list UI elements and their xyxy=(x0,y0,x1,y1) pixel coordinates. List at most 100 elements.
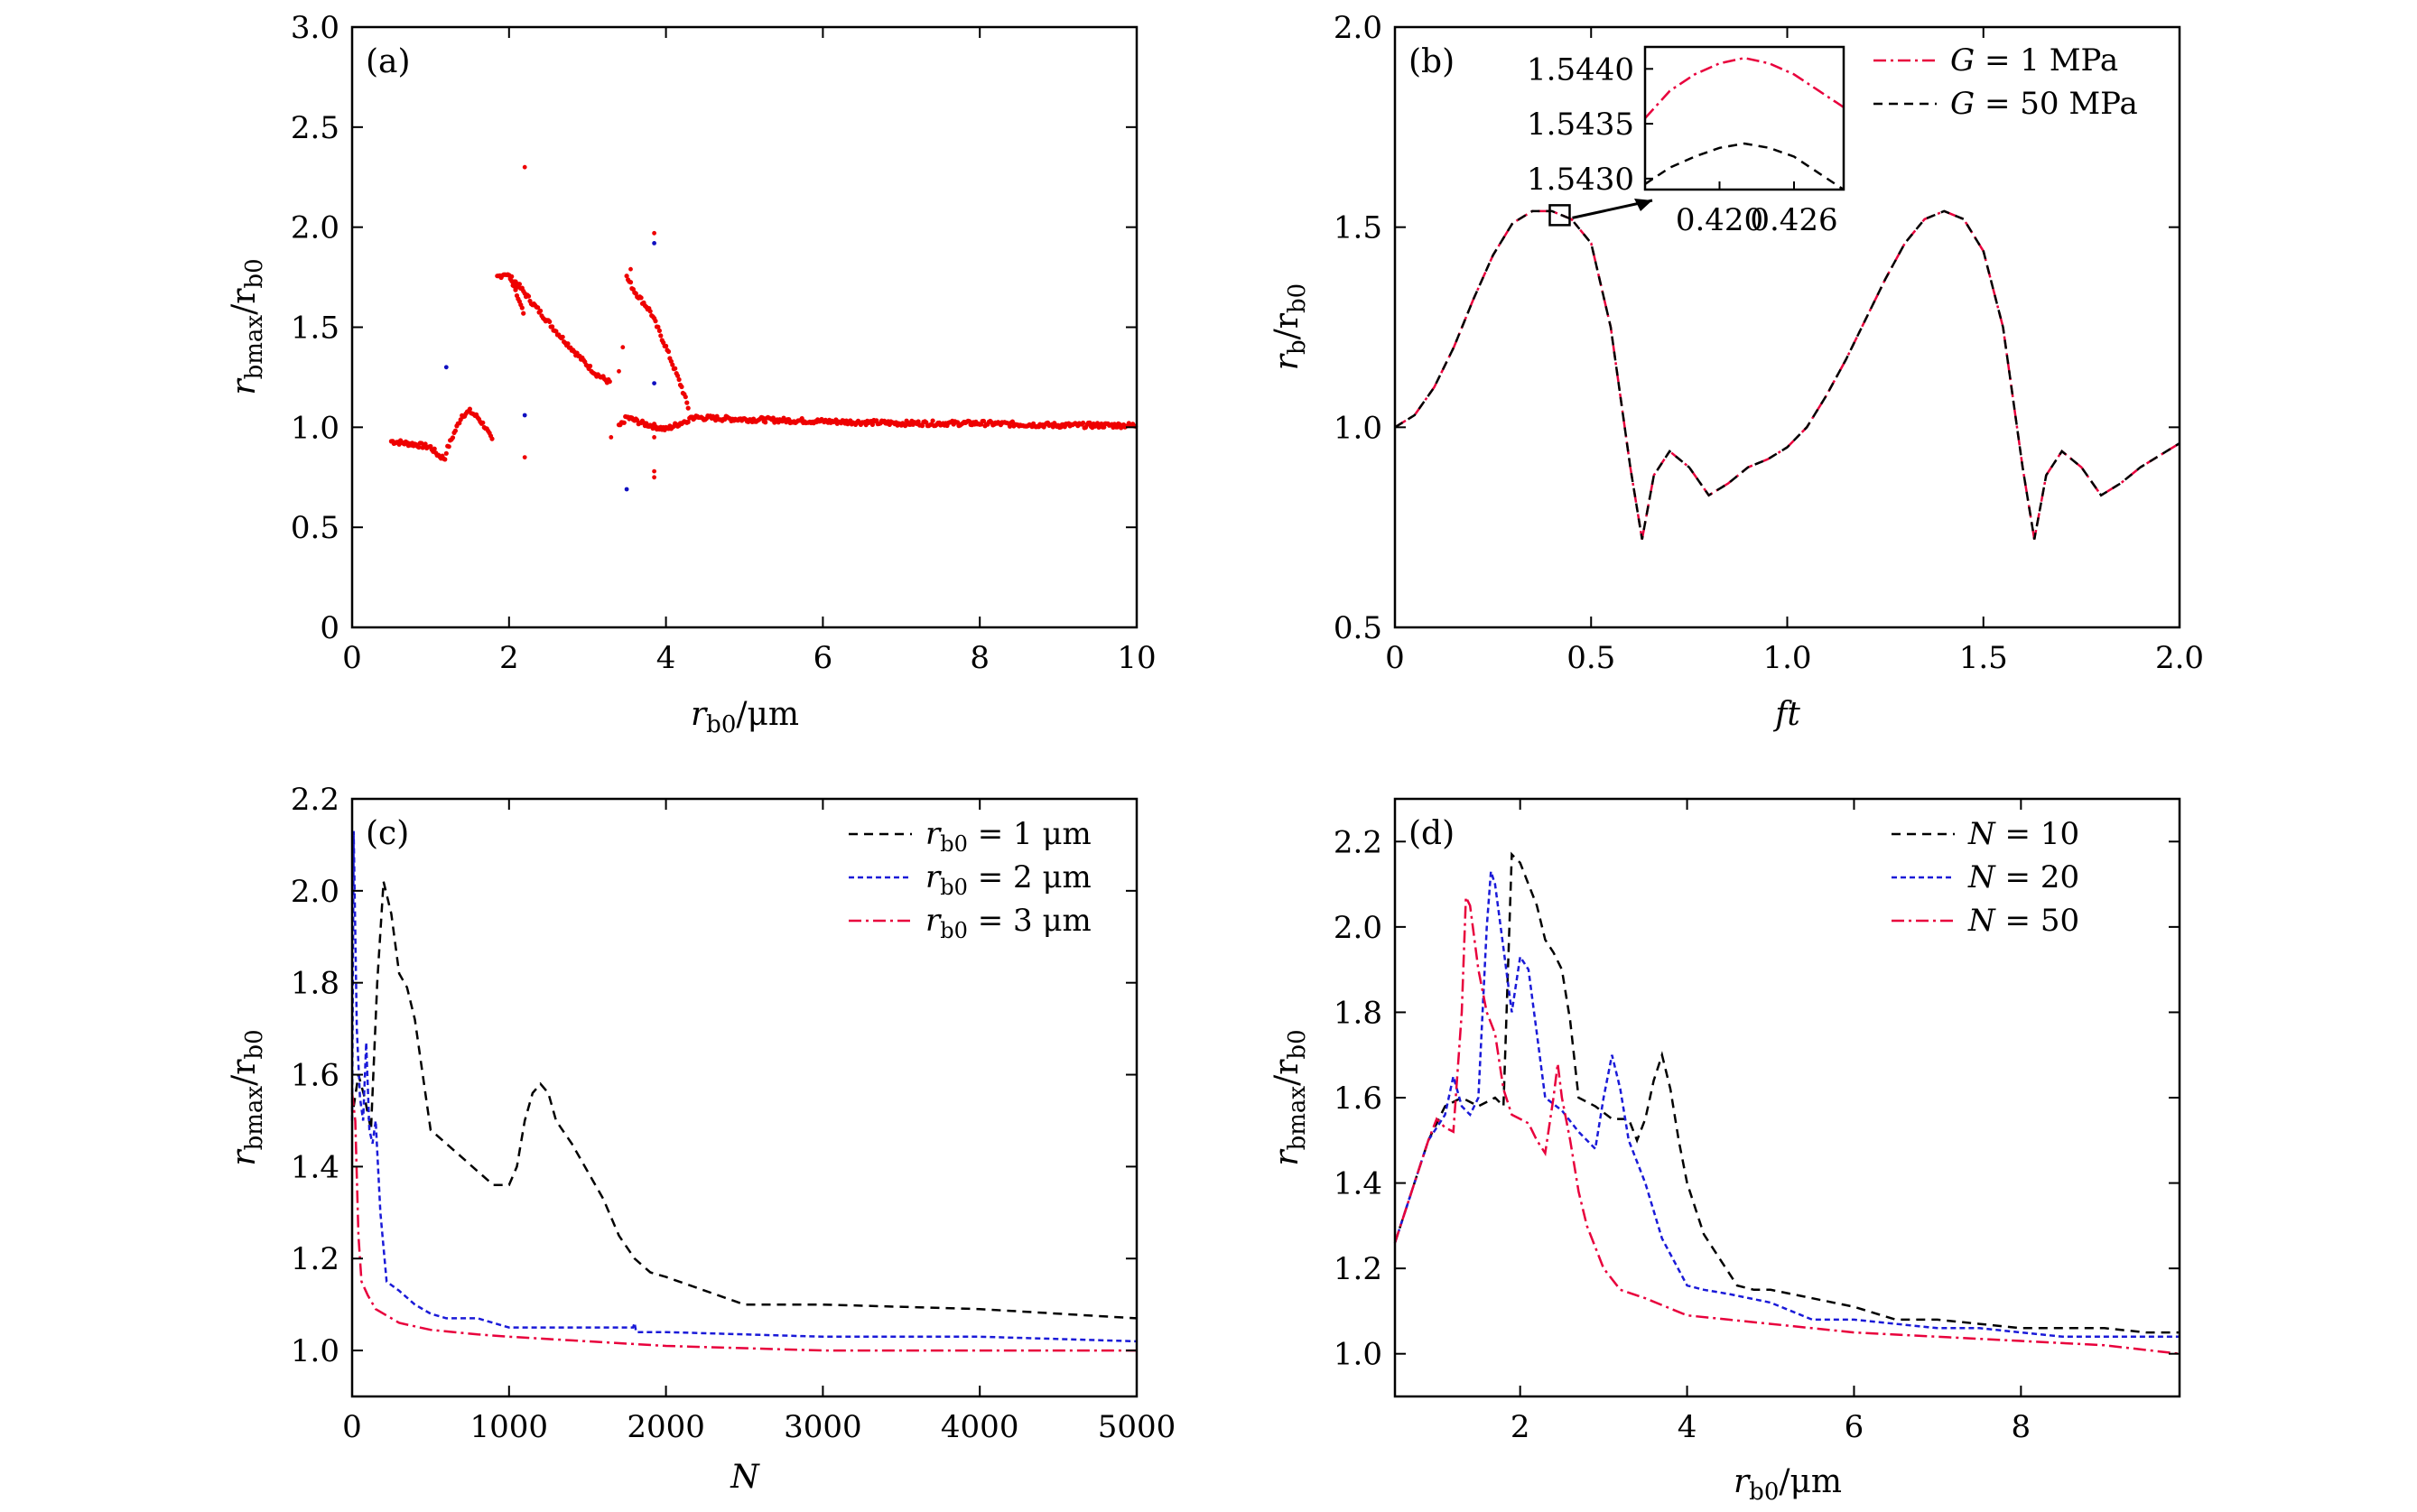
panel-a-point xyxy=(916,419,921,424)
panel-a-y-ticks: 0 0.5 1.0 1.5 2.0 2.5 3.0 xyxy=(291,10,1137,646)
panel-a-point xyxy=(452,428,458,433)
panel-d-x-ticks: 2 4 6 8 xyxy=(1511,799,2031,1445)
panel-a-x-tick-label: 6 xyxy=(813,640,833,676)
panel-d-tag: (d) xyxy=(1408,815,1455,852)
panel-a-y-tick-label: 3.0 xyxy=(291,10,339,46)
panel-a-point xyxy=(560,334,565,339)
panel-a-point xyxy=(770,415,776,421)
panel-b-series-line xyxy=(1394,209,2180,540)
panel-a-isolated-point xyxy=(628,266,633,272)
panel-a-y-tick-label: 0.5 xyxy=(291,510,339,546)
panel-a-point xyxy=(903,423,908,429)
panel-a-point xyxy=(513,287,518,292)
panel-b-legend-label: G = 50 MPa xyxy=(1950,86,2138,122)
panel-d-y-tick-label: 1.8 xyxy=(1334,995,1382,1031)
inset-background xyxy=(1645,47,1844,190)
panel-c-x-tick-label: 4000 xyxy=(941,1409,1019,1445)
panel-c-y-tick-label: 1.6 xyxy=(291,1058,339,1094)
panel-a-point xyxy=(432,446,437,451)
panel-c-legend-label: rb0 = 3 μm xyxy=(925,903,1092,943)
panel-a-tag: (a) xyxy=(366,43,411,80)
panel-a-point xyxy=(658,333,664,339)
panel-a-point xyxy=(442,457,448,462)
panel-c-legend-label: rb0 = 2 μm xyxy=(925,859,1092,900)
panel-a-point xyxy=(550,324,555,329)
panel-a-point xyxy=(683,394,688,400)
panel-a-isolated-point xyxy=(652,230,656,236)
panel-a-isolated-point xyxy=(624,487,629,492)
panel-a-point xyxy=(547,319,553,324)
panel-c-y-tick-label: 2.2 xyxy=(291,782,339,818)
panel-d-y-tick-label: 1.6 xyxy=(1334,1081,1382,1117)
panel-a-point xyxy=(525,293,532,299)
panel-a-point xyxy=(760,415,766,421)
panel-a-point xyxy=(1087,420,1092,425)
panel-a-point xyxy=(799,416,804,422)
panel-a-point xyxy=(1081,420,1086,426)
panel-b-x-label: ft xyxy=(1772,696,1800,733)
panel-c-x-ticks: 0 1000 2000 3000 4000 5000 xyxy=(342,799,1176,1445)
panel-a-point xyxy=(684,400,690,405)
panel-d-y-label: rbmax/rb0 xyxy=(1269,1029,1311,1165)
panel-b-x-tick-label: 0.5 xyxy=(1566,640,1615,676)
panel-a-point xyxy=(685,405,691,411)
panel-a-point xyxy=(446,444,451,450)
panel-a-point xyxy=(638,295,644,301)
panel-a-isolated-point xyxy=(652,468,656,474)
panel-a-isolated-point xyxy=(652,435,656,440)
panel-a-point xyxy=(538,308,544,313)
panel-a-point xyxy=(1102,424,1107,430)
panel-c-x-tick-label: 1000 xyxy=(470,1409,549,1445)
panel-d-x-tick-label: 4 xyxy=(1678,1409,1697,1445)
panel-a-x-tick-label: 8 xyxy=(970,640,990,676)
panel-b: 0 0.5 1.0 1.5 2.0 0.51.01.52.0 (b) ft rb/rb0… xyxy=(1269,10,2204,733)
panel-a-y-tick-label: 1.5 xyxy=(291,311,339,347)
panel-a-point xyxy=(565,341,571,347)
panel-d-x-tick-label: 8 xyxy=(2012,1409,2031,1445)
panel-a-point xyxy=(489,436,495,441)
panel-b-x-tick-label: 1.0 xyxy=(1762,640,1811,676)
panel-a-x-tick-label: 10 xyxy=(1117,640,1156,676)
panel-d-x-tick-label: 6 xyxy=(1845,1409,1864,1445)
panel-c-series-line xyxy=(350,830,1138,1343)
panel-d-y-tick-label: 1.4 xyxy=(1334,1166,1382,1202)
panel-a-point xyxy=(673,366,678,371)
panel-a-isolated-point xyxy=(609,435,614,440)
panel-a-point xyxy=(507,274,513,279)
panel-b-x-tick-label: 1.5 xyxy=(1959,640,2008,676)
panel-a-point xyxy=(480,420,486,425)
panel-a-point xyxy=(1094,421,1101,426)
panel-a-x-tick-label: 4 xyxy=(656,640,676,676)
panel-a-point xyxy=(664,343,669,348)
panel-a-point xyxy=(1007,423,1013,429)
panel-c-x-tick-label: 0 xyxy=(342,1409,362,1445)
panel-a: 0 2 4 6 8 10 0 0.5 1.0 1.5 2.0 2.5 3.0 (a) rb0/μm r… xyxy=(226,10,1157,738)
panel-b-y-tick-label: 1.5 xyxy=(1334,210,1382,246)
panel-d-y-ticks: 1.0 1.2 1.4 1.6 1.8 2.0 2.2 xyxy=(1334,824,2180,1373)
panel-a-point xyxy=(647,309,653,314)
panel-d-x-label: rb0/μm xyxy=(1734,1463,1842,1506)
panel-b-plot-area xyxy=(1394,209,2180,540)
panel-c-y-tick-label: 2.0 xyxy=(291,874,339,910)
inset-x-tick-label: 0.420 xyxy=(1676,202,1763,238)
panel-a-y-tick-label: 0 xyxy=(320,610,339,646)
panel-a-point xyxy=(869,422,876,427)
panel-d-legend-label: N = 10 xyxy=(1967,816,2079,852)
panel-a-point xyxy=(521,311,526,316)
inset-y-tick-label: 1.5430 xyxy=(1527,162,1634,198)
panel-a-point xyxy=(467,406,473,412)
panel-a-point xyxy=(874,418,879,423)
inset-marker xyxy=(1548,199,1653,227)
panel-d-y-tick-label: 2.2 xyxy=(1334,824,1382,860)
panel-a-isolated-point xyxy=(522,413,527,418)
inset-y-tick-label: 1.5440 xyxy=(1527,51,1634,88)
panel-a-point xyxy=(553,329,559,334)
panel-a-point xyxy=(509,278,515,283)
panel-b-y-label: rb/rb0 xyxy=(1269,283,1311,370)
panel-a-point xyxy=(675,373,681,378)
